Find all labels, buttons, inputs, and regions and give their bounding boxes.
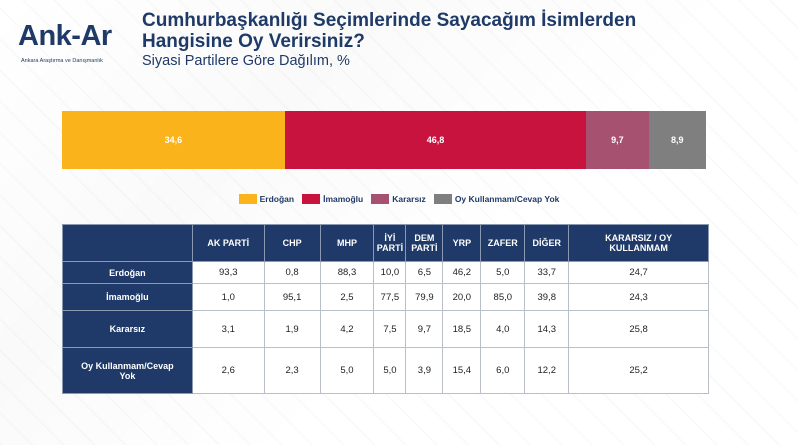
legend-item-oy-kullanmam-cevap-yok: Oy Kullanmam/Cevap Yok [433,194,560,204]
bar-value-label: 8,9 [671,135,684,145]
table-cell: 2,3 [263,347,321,394]
legend-item-erdogan: Erdoğan [238,194,295,204]
table-cell: 15,4 [442,347,482,394]
table-cell: 3,1 [191,310,265,348]
table-cell: 25,2 [568,347,709,394]
page-subtitle: Siyasi Partilere Göre Dağılım, % [142,53,350,69]
table-cell: 24,7 [568,261,709,284]
legend-label: İmamoğlu [323,194,364,204]
table-cell: 9,7 [405,310,444,348]
legend-label: Oy Kullanmam/Cevap Yok [454,194,560,204]
table-cell: 25,8 [568,310,709,348]
legend-swatch [302,194,321,204]
table-cell: 4,2 [319,310,375,348]
table-cell: 3,9 [405,347,444,394]
legend-label: Kararsız [392,194,426,204]
table-cell: 0,8 [263,261,321,284]
table-cell: 46,2 [442,261,482,284]
page-title: Cumhurbaşkanlığı Seçimlerinde Sayacağım … [142,10,782,52]
table-row-erdogan: Erdoğan 93,3 0,8 88,3 10,0 6,5 46,2 5,0 33,7 24,7 [62,261,709,284]
table-cell: 95,1 [263,283,321,311]
chart-legend: Erdoğan İmamoğlu Kararsız Oy Kullanmam/Ceva… [0,194,798,204]
legend-swatch [238,194,257,204]
row-header: İmamoğlu [62,283,193,311]
table-cell: 79,9 [405,283,444,311]
table-header-row: AK PARTİ CHP MHP İYİ PARTİ DEM PARTİ YRP ZAFER Dİ… [62,224,709,262]
table-cell: 20,0 [442,283,482,311]
logo-subtitle: Ankara Araştırma ve Danışmanlık [21,58,103,64]
table-cell: 85,0 [480,283,526,311]
table-row-i-mamoglu: İmamoğlu 1,0 95,1 2,5 77,5 79,9 20,0 85,0 39,8 24… [62,283,709,311]
bar-value-label: 34,6 [164,135,183,145]
distribution-table: AK PARTİ CHP MHP İYİ PARTİ DEM PARTİ YRP ZAFER Dİ… [62,224,709,394]
table-row-kararsiz: Kararsız 3,1 1,9 4,2 7,5 9,7 18,5 4,0 14,3 25,8 [62,310,709,348]
table-cell: 6,0 [480,347,526,394]
bar-segment-kararsiz: 9,7 [586,111,649,169]
logo-text: Ank-Ar [18,20,112,52]
row-header: Kararsız [62,310,193,348]
table-cell: 88,3 [319,261,375,284]
column-header-dem-parti: DEM PARTİ [405,224,444,262]
table-cell: 6,5 [405,261,444,284]
table-cell: 1,0 [191,283,265,311]
column-header-ak-parti: AK PARTİ [191,224,265,262]
table-cell: 24,3 [568,283,709,311]
bar-segment-oy-kullanmam-cevap-yok: 8,9 [648,111,706,169]
table-cell: 2,6 [191,347,265,394]
table-cell: 14,3 [524,310,570,348]
table-cell: 2,5 [319,283,375,311]
table-cell: 1,9 [263,310,321,348]
table-row-oy-kullanmam-cevap-yok: Oy Kullanmam/Cevap Yok 2,6 2,3 5,0 5,0 3,9 15,4… [62,347,709,394]
table-cell: 5,0 [480,261,526,284]
bar-segment-erdogan: 34,6 [62,111,285,169]
table-cell: 12,2 [524,347,570,394]
table-cell: 5,0 [319,347,375,394]
title-line-1: Cumhurbaşkanlığı Seçimlerinde Sayacağım … [142,10,637,31]
table-cell: 10,0 [373,261,407,284]
table-cell: 77,5 [373,283,407,311]
legend-item-i-mamoglu: İmamoğlu [302,194,363,204]
legend-swatch [371,194,390,204]
bar-segment-i-mamoglu: 46,8 [284,111,587,169]
table-cell: 39,8 [524,283,570,311]
legend-label: Erdoğan [259,194,295,204]
stacked-bar-chart: 34,6 46,8 9,7 8,9 [62,111,706,169]
row-header: Erdoğan [62,261,193,284]
title-line-2: Hangisine Oy Verirsiniz? [142,31,365,52]
column-header-zafer: ZAFER [480,224,526,262]
column-header-i-yi-parti: İYİ PARTİ [373,224,407,262]
column-header-kararsiz-oy-kullanmam: KARARSIZ / OY KULLANMAM [568,224,709,262]
ankar-logo: Ank-Ar Ankara Araştırma ve Danışmanlık [18,20,128,76]
table-cell: 93,3 [191,261,265,284]
column-header-di-ger: DİĞER [524,224,570,262]
legend-item-kararsiz: Kararsız [371,194,426,204]
table-cell: 4,0 [480,310,526,348]
header: Cumhurbaşkanlığı Seçimlerinde Sayacağım … [142,10,782,70]
table-cell: 5,0 [373,347,407,394]
table-cell: 33,7 [524,261,570,284]
bar-value-label: 9,7 [611,135,624,145]
column-header-yrp: YRP [442,224,482,262]
legend-swatch [433,194,452,204]
table-cell: 7,5 [373,310,407,348]
bar-value-label: 46,8 [426,135,445,145]
column-header-mhp: MHP [319,224,375,262]
table-cell: 18,5 [442,310,482,348]
column-header-chp: CHP [263,224,321,262]
row-header: Oy Kullanmam/Cevap Yok [62,347,193,394]
table-corner-cell [62,224,193,262]
